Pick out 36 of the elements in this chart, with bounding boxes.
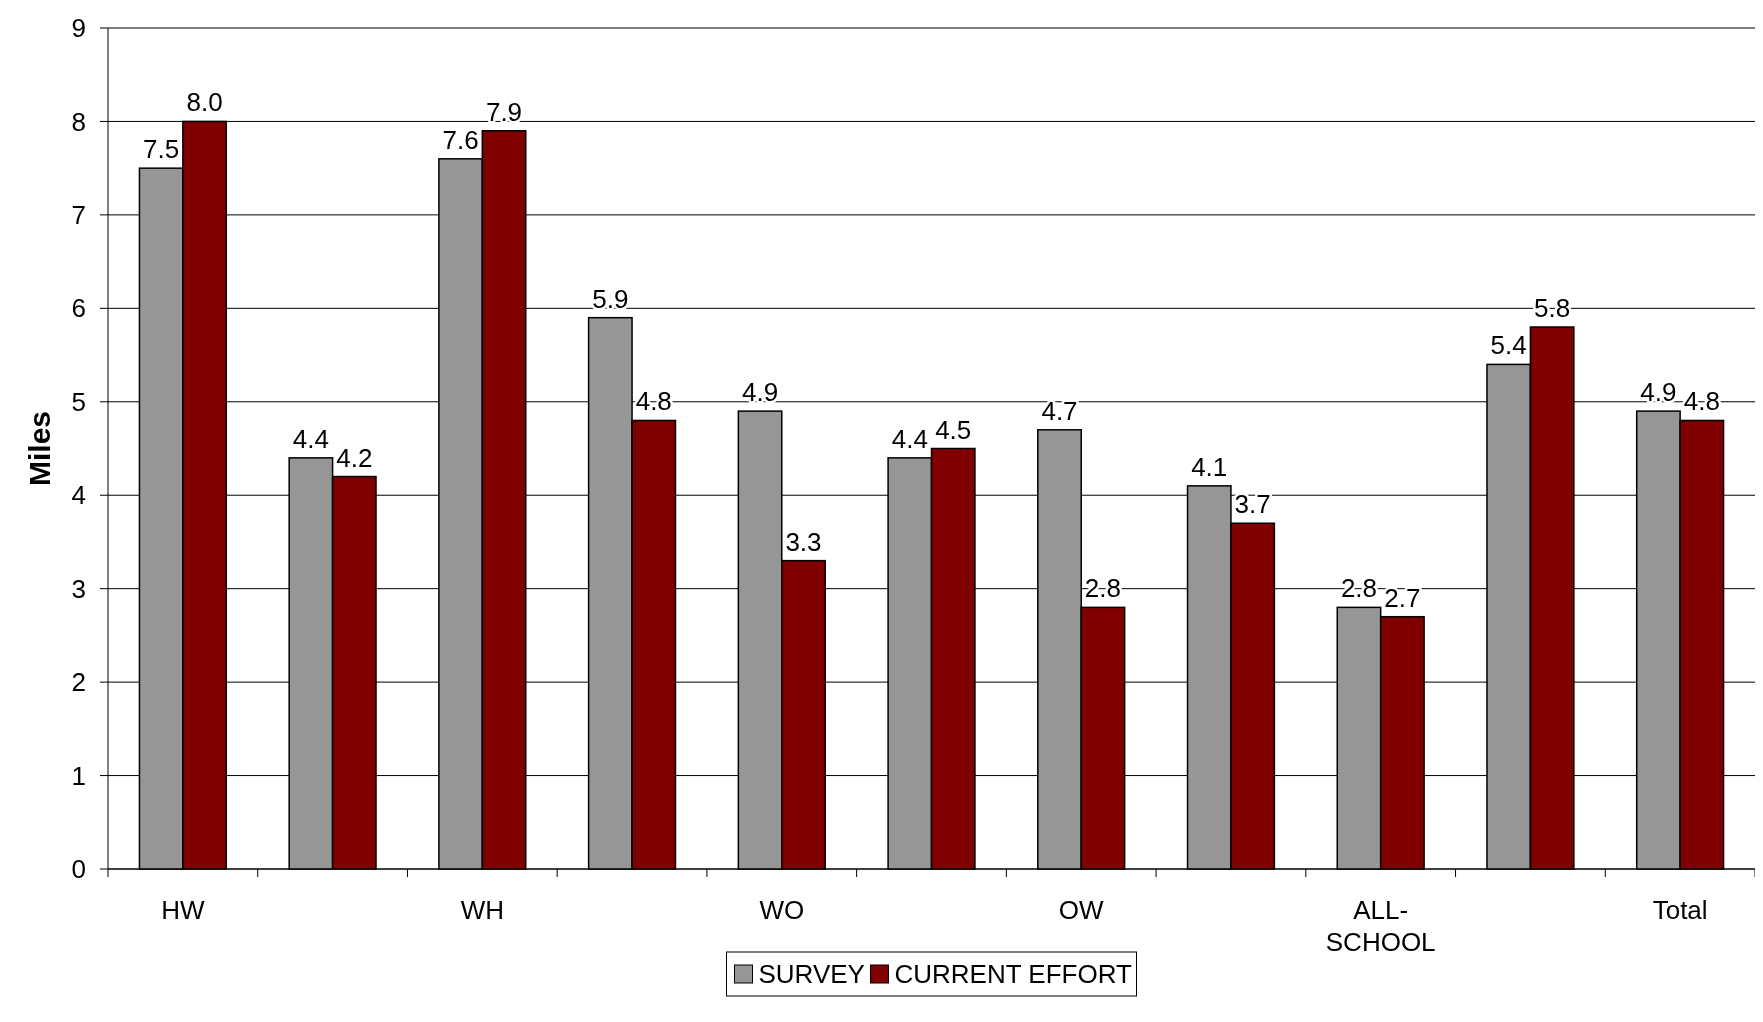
x-tick-label: WO	[759, 895, 805, 925]
data-label: 4.7	[1041, 395, 1078, 426]
y-tick-label: 2	[71, 667, 86, 698]
x-tick-label: OW	[1058, 895, 1105, 925]
data-label: 4.9	[741, 377, 779, 408]
data-label: 5.9	[592, 283, 629, 314]
data-label: 8.0	[186, 87, 223, 118]
data-label: 4.4	[292, 423, 329, 454]
data-label: 7.9	[485, 96, 523, 127]
x-tick-label: Total	[1652, 895, 1708, 925]
data-label: 4.5	[935, 414, 972, 445]
legend-label: SURVEY	[758, 959, 865, 990]
y-tick-label: 5	[71, 386, 86, 417]
data-label: 3.7	[1234, 489, 1271, 520]
data-label: 4.2	[336, 442, 373, 473]
data-label: 2.7	[1384, 582, 1421, 613]
y-tick-label: 3	[71, 573, 86, 604]
y-tick-label: 4	[71, 480, 86, 511]
data-label: 4.4	[891, 423, 928, 454]
data-label: 4.1	[1191, 451, 1228, 482]
y-tick-label: 1	[71, 760, 86, 791]
legend-label: CURRENT EFFORT	[894, 959, 1132, 990]
data-label: 7.6	[442, 124, 479, 155]
x-tick-label: WH	[460, 895, 504, 925]
x-tick-label: ALL-SCHOOL	[1325, 895, 1436, 957]
x-tick-label: HW	[161, 895, 205, 925]
y-tick-label: 9	[71, 13, 86, 44]
y-tick-label: 8	[71, 106, 86, 137]
data-label: 7.5	[143, 134, 180, 165]
data-label: 5.4	[1490, 330, 1527, 361]
y-tick-label: 6	[71, 293, 86, 324]
y-axis-title: Miles	[23, 410, 56, 487]
data-label: 4.9	[1640, 377, 1677, 408]
data-label: 3.3	[785, 526, 822, 557]
y-tick-label: 0	[71, 854, 86, 885]
y-tick-label: 7	[71, 199, 86, 230]
